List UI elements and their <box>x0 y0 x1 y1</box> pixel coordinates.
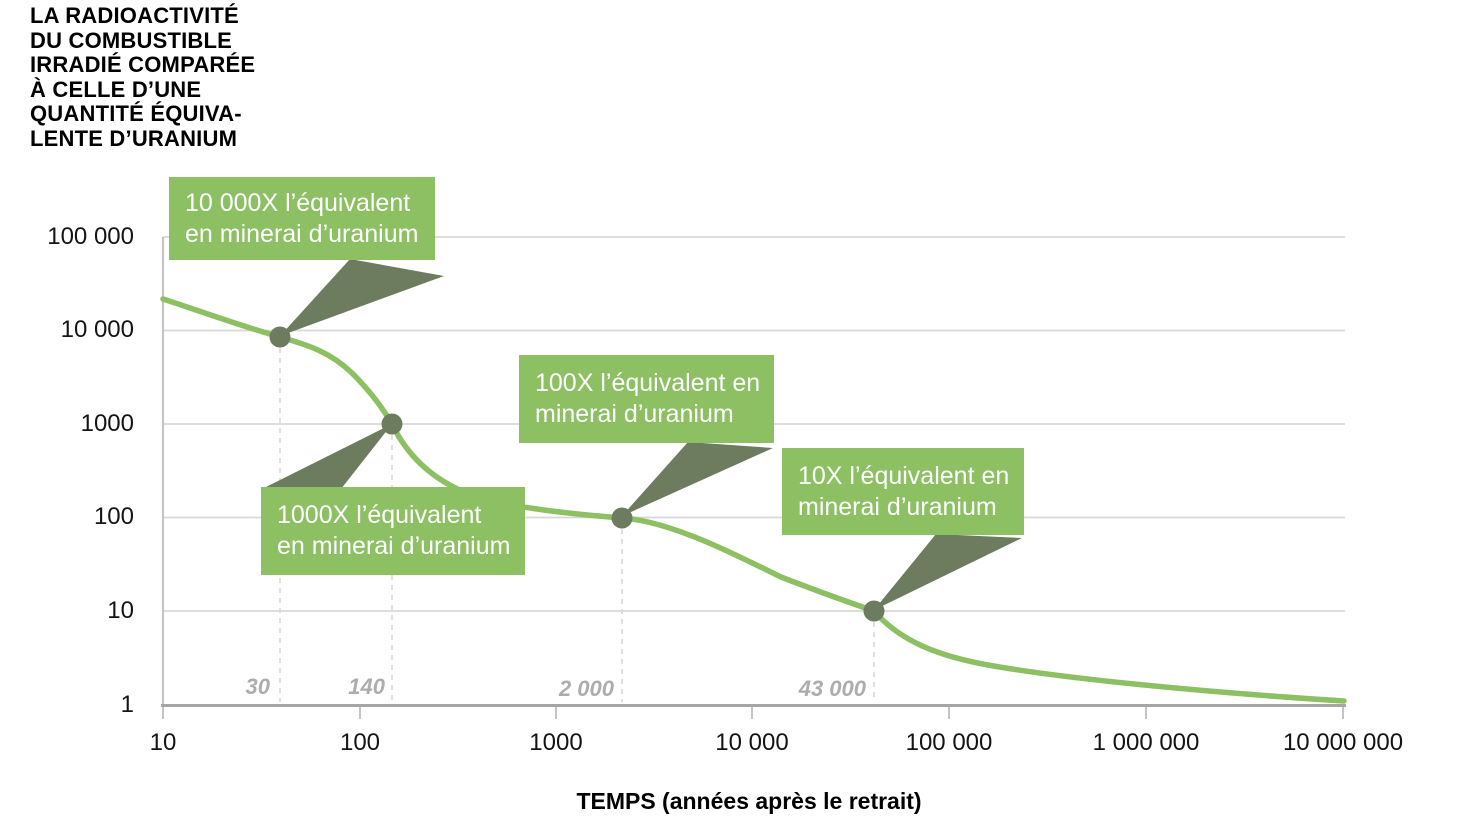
chart-title-line: LENTE D’URANIUM <box>30 125 238 151</box>
x-tick-label-100000: 100 000 <box>905 729 993 756</box>
callout-10x-line1: 10X l’équivalent en <box>798 461 1010 490</box>
callout-100x: 100X l’équivalent en minerai d’uranium <box>519 355 774 443</box>
chart-title-line: IRRADIÉ COMPARÉE <box>30 52 256 77</box>
x-tick-label-100: 100 <box>339 729 381 756</box>
chart-title-line: QUANTITÉ ÉQUIVA- <box>30 101 242 126</box>
callout-100x-line1: 100X l’équivalent en <box>535 369 761 397</box>
wedge-1000x <box>262 424 392 489</box>
x-tick-label-1000000: 1 000 000 <box>1092 729 1200 756</box>
wedge-10000x <box>280 259 444 336</box>
callout-10x-line2: minerai d’uranium <box>798 492 997 521</box>
x-axis-title: TEMPS (années après le retrait) <box>576 788 922 814</box>
callout-10000x-line2: en minerai d’uranium <box>185 219 419 248</box>
y-tick-label-10000: 10 000 <box>60 316 134 343</box>
chart-title-line: DU COMBUSTIBLE <box>30 27 233 53</box>
chart-title: LA RADIOACTIVITÉ DU COMBUSTIBLE IRRADIÉ … <box>30 3 256 151</box>
chart-title-line: À CELLE D’UNE <box>30 76 202 102</box>
wedge-100x <box>622 442 773 516</box>
marker-100x <box>611 507 633 529</box>
x-value-annotation-43000: 43 000 <box>798 676 866 701</box>
callout-1000x-line1: 1000X l’équivalent <box>277 501 482 529</box>
marker-10x <box>863 600 885 622</box>
callout-1000x-line2: en minerai d’uranium <box>277 532 511 560</box>
callout-10000x-line1: 10 000X l’équivalent <box>185 188 411 217</box>
y-tick-label-100: 100 <box>93 503 134 530</box>
callout-1000x: 1000X l’équivalent en minerai d’uranium <box>261 487 525 575</box>
wedge-10x <box>874 534 1022 610</box>
y-tick-label-10: 10 <box>107 597 134 624</box>
x-tick-label-10000: 10 000 <box>715 729 789 756</box>
chart-title-line: LA RADIOACTIVITÉ <box>30 3 239 28</box>
callout-10x: 10X l’équivalent en minerai d’uranium <box>782 448 1024 535</box>
callout-100x-line2: minerai d’uranium <box>535 400 734 428</box>
x-tick-label-10000000: 10 000 000 <box>1282 729 1404 756</box>
x-tick-marks <box>162 707 1344 719</box>
x-value-annotation-2000: 2 000 <box>558 676 614 701</box>
x-value-annotation-30: 30 <box>245 674 270 699</box>
marker-1000x <box>381 413 403 435</box>
x-tick-label-1000: 1000 <box>529 729 583 756</box>
y-tick-label-100000: 100 000 <box>47 223 134 250</box>
callout-10000x: 10 000X l’équivalent en minerai d’uraniu… <box>169 177 435 260</box>
callout-pointer-wedges <box>262 259 1022 610</box>
data-point-markers <box>269 326 885 622</box>
y-tick-label-1000: 1000 <box>80 410 134 437</box>
x-tick-label-10: 10 <box>149 729 177 756</box>
y-tick-label-1: 1 <box>120 691 134 718</box>
marker-10000x <box>269 326 291 348</box>
x-value-annotation-140: 140 <box>348 674 385 699</box>
